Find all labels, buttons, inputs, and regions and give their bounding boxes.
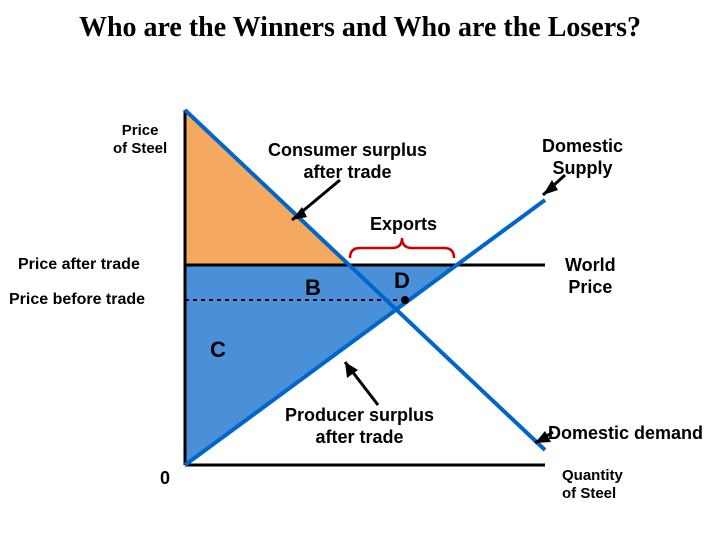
region-b-label: B	[305, 275, 321, 301]
origin-label: 0	[160, 468, 170, 490]
region-c-label: C	[210, 337, 226, 363]
region-d-label: D	[394, 268, 410, 294]
producer-surplus-label: Producer surplusafter trade	[285, 405, 434, 448]
domestic-demand-label: Domestic demand	[548, 423, 703, 445]
equilibrium-dot	[401, 296, 409, 304]
price-after-label: Price after trade	[18, 255, 140, 274]
exports-brace	[350, 238, 454, 258]
y-axis-label: Priceof Steel	[113, 122, 167, 158]
exports-label: Exports	[370, 214, 437, 236]
domestic-supply-label: DomesticSupply	[542, 136, 623, 179]
price-before-label: Price before trade	[9, 290, 145, 309]
x-axis-label: Quantityof Steel	[562, 467, 623, 503]
world-price-label: WorldPrice	[565, 255, 616, 298]
consumer-surplus-label: Consumer surplusafter trade	[268, 140, 427, 183]
